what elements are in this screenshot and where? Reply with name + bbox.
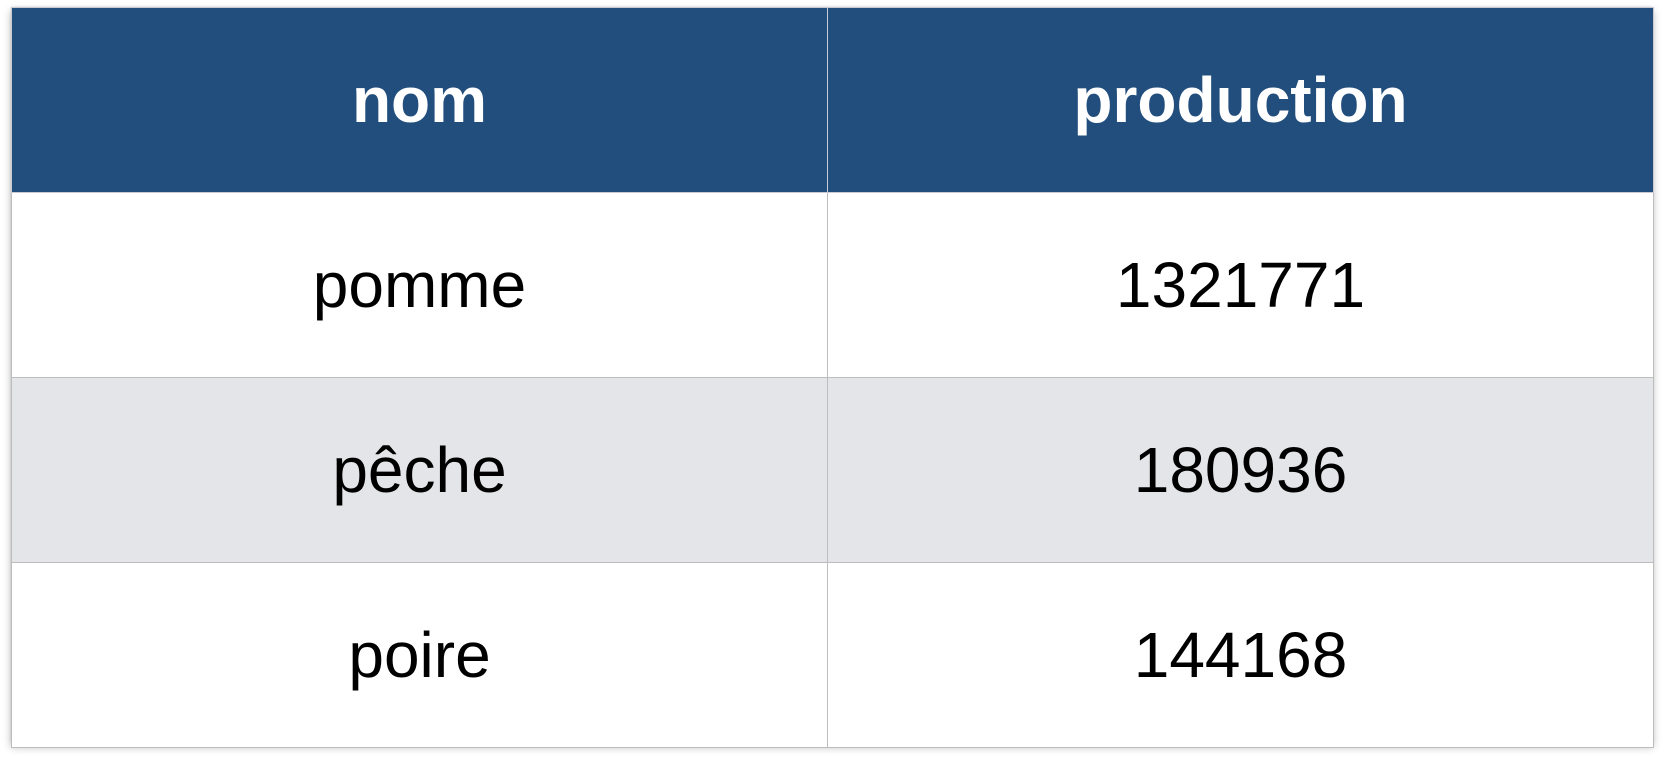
cell-nom: pêche xyxy=(11,377,828,563)
data-table-container: nom production pomme 1321771 pêche 18093… xyxy=(11,7,1654,748)
table-row: pêche 180936 xyxy=(11,377,1654,563)
data-table: nom production pomme 1321771 pêche 18093… xyxy=(11,7,1654,748)
table-body: pomme 1321771 pêche 180936 poire 144168 xyxy=(11,192,1654,748)
cell-nom: pomme xyxy=(11,192,828,378)
header-row: nom production xyxy=(11,7,1654,193)
column-header-production: production xyxy=(827,7,1654,193)
cell-production: 1321771 xyxy=(827,192,1654,378)
cell-nom: poire xyxy=(11,562,828,748)
table-header: nom production xyxy=(11,7,1654,193)
cell-production: 144168 xyxy=(827,562,1654,748)
table-row: pomme 1321771 xyxy=(11,192,1654,378)
cell-production: 180936 xyxy=(827,377,1654,563)
column-header-nom: nom xyxy=(11,7,828,193)
table-row: poire 144168 xyxy=(11,562,1654,748)
